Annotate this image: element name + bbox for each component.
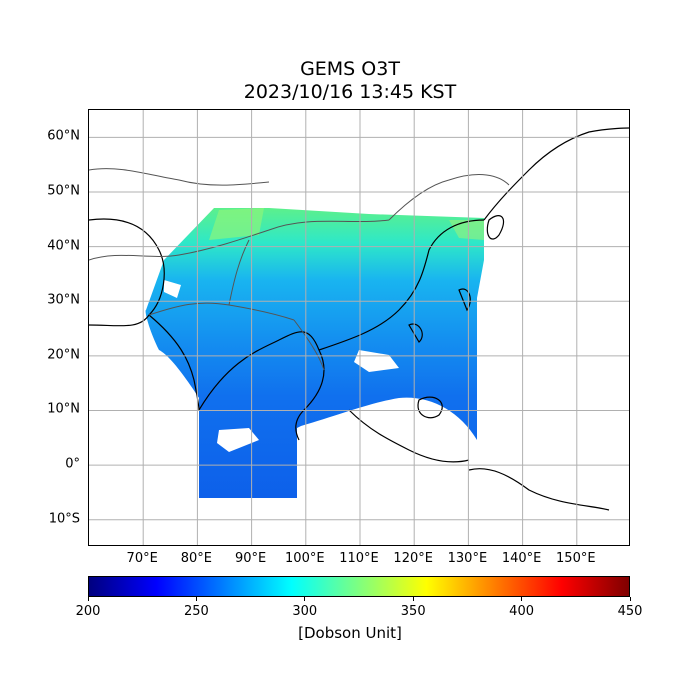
colorbar-unit: [Dobson Unit] — [298, 624, 402, 642]
lat-tick-label: 30°N — [47, 292, 80, 308]
lat-tick-label: 50°N — [47, 183, 80, 199]
country-borders — [89, 168, 510, 371]
colorbar-tick — [521, 597, 523, 601]
lat-tick-label: 10°S — [48, 511, 80, 527]
lat-tick-label: 40°N — [47, 238, 80, 254]
lon-tick-label: 140°E — [501, 551, 542, 566]
colorbar-tick — [412, 597, 414, 601]
colorbar-tick-label: 250 — [183, 604, 209, 619]
colorbar-tick-label: 350 — [400, 604, 426, 619]
map-title: GEMS O3T — [300, 58, 400, 80]
ozone-data-swath — [145, 208, 484, 498]
lat-tick-label: 60°N — [47, 128, 80, 144]
cloud-gap — [164, 280, 181, 298]
map-datetime: 2023/10/16 13:45 KST — [243, 81, 457, 103]
colorbar-tick — [629, 597, 631, 601]
colorbar-tick — [304, 597, 306, 601]
lat-tick-label: 0° — [65, 456, 80, 472]
lon-tick-label: 130°E — [447, 551, 488, 566]
lon-tick-label: 110°E — [339, 551, 379, 566]
colorbar-tick-label: 400 — [509, 604, 535, 619]
graticule — [89, 110, 629, 545]
cloud-gap — [217, 428, 259, 452]
ozone-high-patch — [209, 208, 264, 240]
lon-tick-label: 90°E — [234, 551, 267, 566]
lon-tick-label: 100°E — [285, 551, 325, 566]
colorbar — [88, 576, 630, 597]
ozone-map — [89, 110, 629, 545]
lon-tick-label: 120°E — [393, 551, 433, 566]
colorbar-tick — [195, 597, 197, 601]
colorbar-tick-label: 300 — [292, 604, 318, 619]
map-panel — [88, 109, 630, 546]
lon-tick-label: 150°E — [556, 551, 596, 566]
lon-tick-label: 80°E — [180, 551, 213, 566]
colorbar-tick-label: 200 — [75, 604, 101, 619]
lat-tick-label: 10°N — [47, 401, 80, 417]
lon-tick-label: 70°E — [126, 551, 158, 566]
colorbar-tick-label: 450 — [617, 604, 643, 619]
lat-tick-label: 20°N — [47, 347, 80, 363]
colorbar-tick — [87, 597, 89, 601]
